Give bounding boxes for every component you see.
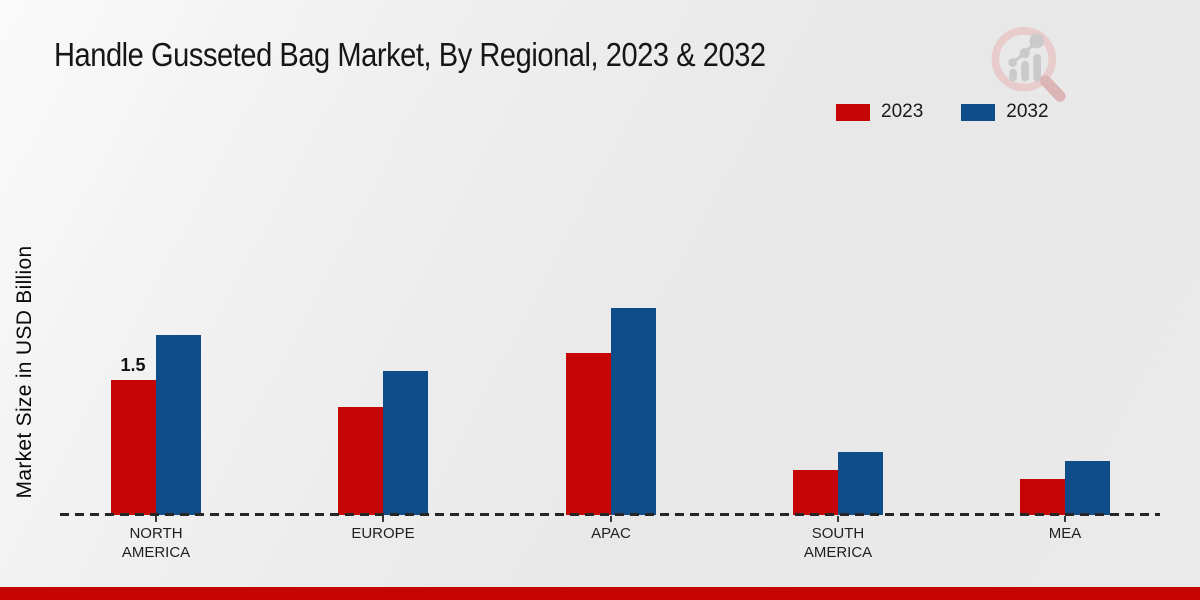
bar-2032-north-america (156, 335, 201, 515)
x-axis-label-south-america: SOUTH AMERICA (803, 525, 873, 561)
bar-2023-north-america (111, 380, 156, 515)
market-research-magnifier-logo-icon (991, 26, 1066, 102)
x-axis-tick-mea (1064, 516, 1066, 522)
legend: 2023 2032 (836, 101, 1049, 123)
bar-2032-south-america (838, 452, 883, 515)
x-axis-tick-south-america (837, 516, 839, 522)
x-axis-baseline (60, 513, 1160, 516)
bar-2023-apac (566, 353, 611, 515)
x-axis-tick-north-america (155, 516, 157, 522)
x-axis-label-north-america: NORTH AMERICA (121, 525, 191, 561)
bar-2032-apac (611, 308, 656, 515)
bar-2032-europe (383, 371, 428, 515)
chart-title: Handle Gusseted Bag Market, By Regional,… (54, 36, 766, 73)
bar-2023-mea (1020, 479, 1065, 515)
x-axis-label-mea: MEA (1048, 525, 1082, 542)
legend-label-2023: 2023 (881, 101, 924, 122)
x-axis-label-apac: APAC (591, 525, 631, 542)
legend-item-2023: 2023 (836, 101, 923, 123)
footer-accent-bar (0, 587, 1200, 600)
data-label-2023-north-america: 1.5 (120, 355, 146, 375)
legend-item-2032: 2032 (961, 101, 1049, 123)
x-axis-tick-apac (610, 516, 612, 522)
bar-2023-europe (338, 407, 383, 515)
x-axis-tick-europe (382, 516, 384, 522)
x-axis-label-europe: EUROPE (351, 525, 415, 542)
bar-2023-south-america (793, 470, 838, 515)
legend-label-2032: 2032 (1006, 101, 1049, 122)
legend-swatch-2032 (961, 103, 996, 121)
bar-2032-mea (1065, 461, 1110, 515)
legend-swatch-2023 (836, 103, 870, 121)
